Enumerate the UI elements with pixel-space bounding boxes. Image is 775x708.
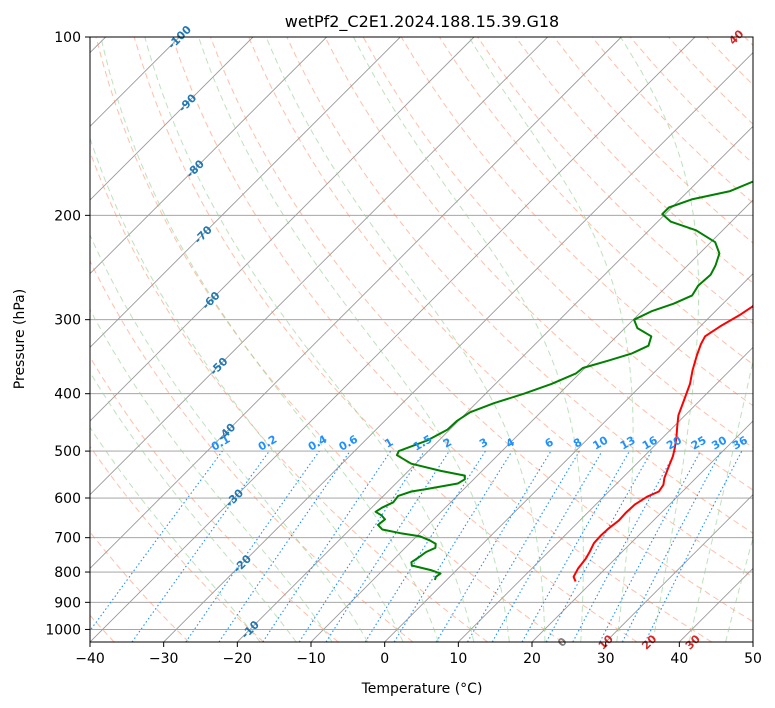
moist-adiabat-line bbox=[100, 37, 439, 642]
mixing-ratio-line bbox=[521, 450, 630, 642]
x-tick-label: 0 bbox=[380, 651, 389, 667]
x-tick-label: −40 bbox=[75, 651, 105, 667]
y-axis-label: Pressure (hPa) bbox=[12, 289, 28, 389]
x-tick-label: −30 bbox=[149, 651, 179, 667]
y-axis: 1000 900 800 700 600 500 400 300 200 100 bbox=[45, 30, 90, 638]
mixing-ratio-line bbox=[393, 450, 513, 642]
moist-adiabat-line bbox=[90, 426, 261, 642]
y-tick-label: 500 bbox=[54, 444, 81, 460]
moist-adiabat-line bbox=[90, 308, 333, 642]
mixing-ratio-line bbox=[90, 450, 223, 632]
moist-adiabat-line bbox=[144, 37, 475, 642]
dry-adiabat-line bbox=[515, 37, 753, 284]
isotherm-line bbox=[90, 37, 696, 642]
mixing-ratio-line bbox=[131, 450, 270, 642]
isotherm-line bbox=[90, 37, 401, 348]
y-tick-label: 800 bbox=[54, 565, 81, 581]
sounding-series bbox=[374, 180, 753, 582]
x-tick-label: −10 bbox=[296, 651, 326, 667]
mixing-ratio-line bbox=[185, 450, 320, 642]
dry-adiabat-line bbox=[210, 37, 753, 623]
y-tick-label: 900 bbox=[54, 595, 81, 611]
moist-adiabat-line bbox=[198, 37, 510, 642]
x-axis: −40 −30 −20 −10 0 10 20 30 40 50 bbox=[75, 642, 762, 667]
y-tick-label: 200 bbox=[54, 208, 81, 224]
y-tick-label: 400 bbox=[54, 387, 81, 403]
isotherm-line bbox=[163, 52, 753, 642]
moist-adiabat-line bbox=[620, 37, 700, 642]
isotherm-line bbox=[752, 641, 753, 642]
mixing-ratio-line bbox=[325, 450, 450, 642]
y-tick-label: 300 bbox=[54, 313, 81, 329]
chart-title: wetPf2_C2E1.2024.188.15.39.G18 bbox=[285, 12, 559, 32]
moist-adiabat-line bbox=[688, 358, 753, 642]
x-tick-label: 10 bbox=[449, 651, 467, 667]
isotherm-line bbox=[90, 37, 254, 201]
x-tick-label: −20 bbox=[223, 651, 253, 667]
x-tick-label: 50 bbox=[744, 651, 762, 667]
moist-adiabat-line bbox=[90, 233, 369, 642]
isotherm-line bbox=[605, 494, 753, 642]
background-lines bbox=[90, 37, 753, 642]
temperature-profile-line bbox=[572, 303, 753, 582]
dry-adiabat-line bbox=[90, 445, 264, 642]
y-tick-label: 100 bbox=[54, 30, 81, 46]
moist-adiabat-line bbox=[353, 37, 584, 642]
dry-adiabat-line bbox=[286, 37, 753, 534]
x-tick-label: 40 bbox=[670, 651, 688, 667]
isotherm-line bbox=[458, 346, 753, 642]
dry-adiabat-line bbox=[324, 37, 753, 491]
isotherm-line bbox=[531, 420, 753, 642]
x-axis-label: Temperature (°C) bbox=[361, 681, 483, 697]
mixing-ratio-line bbox=[644, 450, 743, 642]
dry-adiabat-line bbox=[248, 37, 753, 578]
mixing-ratio-line bbox=[218, 450, 351, 642]
mixing-ratio-line bbox=[262, 450, 392, 642]
isotherm-line bbox=[90, 37, 475, 422]
plot-background bbox=[90, 37, 753, 642]
x-tick-label: 20 bbox=[523, 651, 541, 667]
isotherm-line bbox=[90, 37, 548, 496]
dewpoint-profile-line bbox=[374, 180, 753, 581]
dry-adiabat-line bbox=[171, 37, 712, 642]
mixing-ratio-line bbox=[572, 450, 677, 642]
isotherm-line bbox=[237, 125, 753, 642]
dry-adiabat-line bbox=[90, 259, 414, 642]
y-tick-label: 1000 bbox=[45, 622, 81, 638]
x-tick-label: 30 bbox=[597, 651, 615, 667]
plot-frame bbox=[89, 36, 754, 643]
y-tick-label: 700 bbox=[54, 531, 81, 547]
dry-adiabat-line bbox=[90, 356, 339, 642]
moist-adiabat-line bbox=[90, 136, 404, 642]
moist-adiabat-line bbox=[725, 536, 753, 642]
moist-adiabat-line bbox=[265, 37, 546, 642]
dry-adiabat-line bbox=[95, 37, 563, 642]
mixing-ratio-line bbox=[545, 450, 653, 642]
mixing-ratio-line bbox=[298, 450, 425, 642]
isotherm-line bbox=[90, 37, 327, 275]
isotherm-line bbox=[90, 37, 622, 569]
isotherm-line bbox=[384, 273, 753, 642]
moist-adiabat-line bbox=[90, 371, 297, 642]
y-tick-label: 600 bbox=[54, 491, 81, 507]
